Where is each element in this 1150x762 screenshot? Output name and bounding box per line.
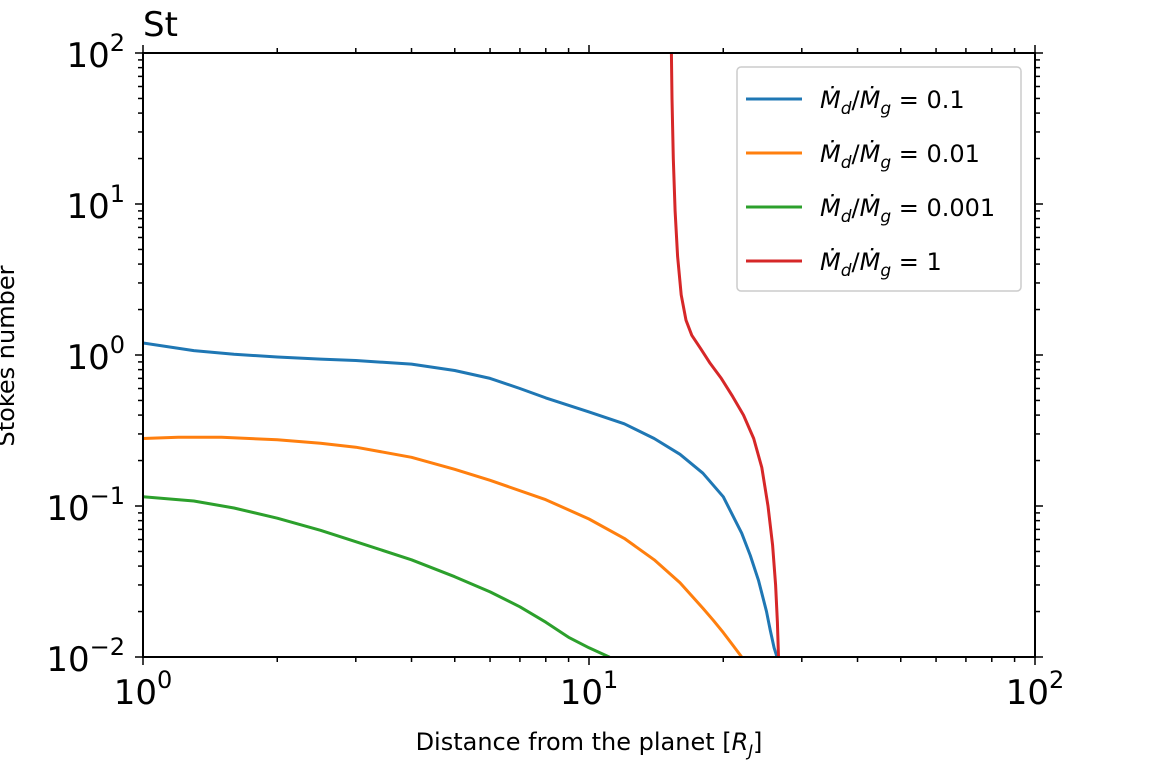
x-tick-label: 102 xyxy=(1006,666,1065,713)
x-tick-label: 100 xyxy=(114,666,173,713)
ticks-layer xyxy=(135,45,1043,665)
tick-labels-layer: 100 101 102 10−2 10−1 100 101 102 xyxy=(46,29,1064,713)
y-axis-label: Stokes number xyxy=(0,265,20,446)
legend-box xyxy=(736,66,1022,292)
y-tick-label: 100 xyxy=(66,331,125,378)
series-line-3 xyxy=(669,53,780,657)
y-tick-label: 10−1 xyxy=(46,482,125,529)
legend-label-1: Ṁd/Ṁg = 0.01 xyxy=(820,139,980,173)
series-layer xyxy=(143,53,780,657)
y-tick-label: 101 xyxy=(66,180,125,227)
chart-title: St xyxy=(143,5,178,45)
legend: Ṁd/Ṁg = 0.1 Ṁd/Ṁg = 0.01 Ṁd/Ṁg = 0.001 Ṁd/Ṁ… xyxy=(736,66,1022,292)
y-tick-label: 102 xyxy=(66,29,125,76)
legend-label-2: Ṁd/Ṁg = 0.001 xyxy=(820,193,995,227)
series-line-2 xyxy=(143,495,611,657)
series-line-1 xyxy=(143,435,744,657)
x-axis-label: Distance from the planet [RJ] xyxy=(416,728,763,760)
series-line-0 xyxy=(143,341,779,657)
legend-label-0: Ṁd/Ṁg = 0.1 xyxy=(820,85,965,119)
x-tick-label: 101 xyxy=(560,666,619,713)
legend-label-3: Ṁd/Ṁg = 1 xyxy=(820,247,942,281)
y-tick-label: 10−2 xyxy=(46,633,125,680)
